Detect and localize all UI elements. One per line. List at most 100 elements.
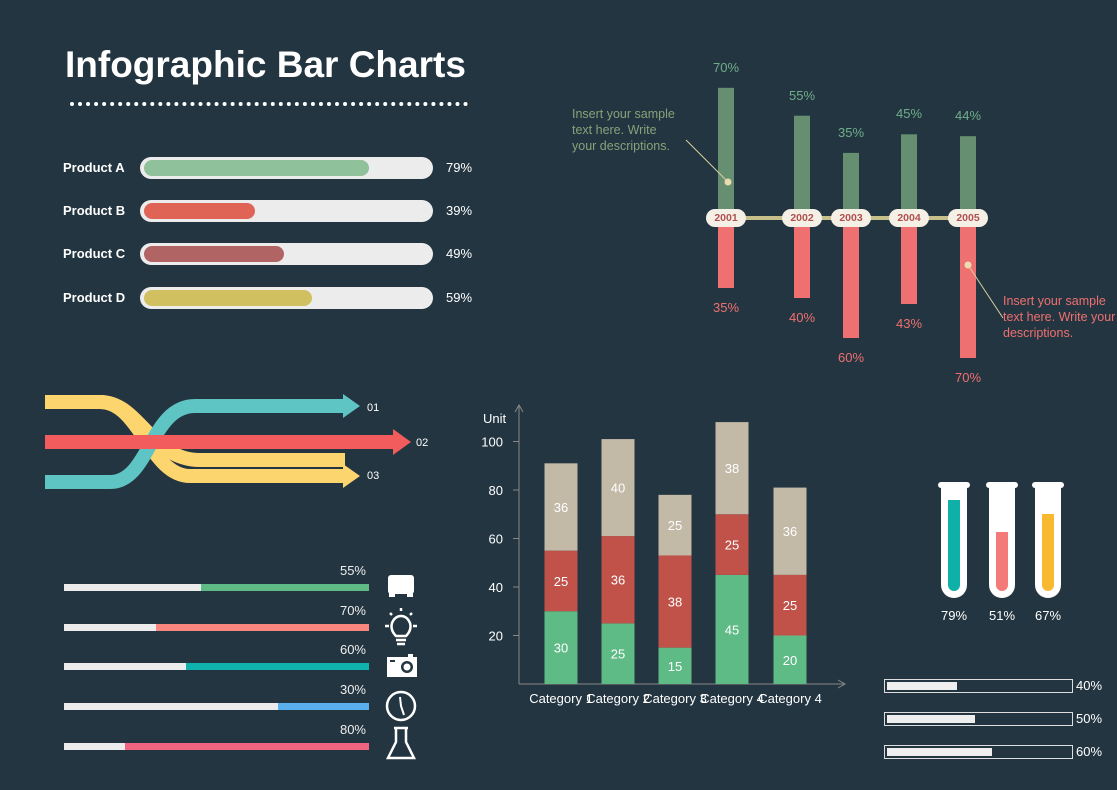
- test-tube-value: 67%: [1034, 608, 1062, 623]
- outlined-bar-value: 40%: [1076, 678, 1103, 693]
- test-tube: [989, 486, 1015, 598]
- product-label: Product A: [63, 160, 125, 175]
- annotation-text: Insert your sample text here. Write your…: [1003, 294, 1116, 340]
- segment-value-label: 25: [668, 518, 682, 533]
- stacked-segment: [658, 555, 692, 648]
- y-tick-label: 40: [489, 580, 503, 595]
- timeline-bar-up: [901, 134, 917, 218]
- arrow-label-03: 03: [367, 470, 379, 482]
- stacked-segment: [601, 623, 635, 684]
- test-tube-fill: [948, 500, 960, 591]
- product-bar-fill: [144, 246, 284, 262]
- segment-value-label: 38: [725, 461, 739, 476]
- crossing-arrows-diagram: 01 02 03: [45, 394, 428, 489]
- timeline-bar-down: [960, 218, 976, 358]
- progress-bar-track: [64, 624, 369, 631]
- test-tube-fill: [1042, 513, 1054, 591]
- segment-value-label: 45: [725, 622, 739, 637]
- truck-icon: [388, 575, 414, 597]
- outlined-bar: [884, 712, 1073, 726]
- outlined-bar: [884, 745, 1073, 759]
- timeline-bar-up: [794, 115, 810, 218]
- title-divider: [70, 102, 468, 106]
- annotation-dot: [964, 261, 972, 269]
- stacked-segment: [544, 463, 578, 551]
- stacked-segment: [715, 574, 749, 684]
- product-label: Product D: [63, 290, 126, 305]
- timeline-up-value: 45%: [895, 106, 923, 122]
- annotation-text: Insert your sample text here. Write your…: [572, 107, 675, 153]
- x-tick-label: Category 4: [758, 691, 822, 706]
- arrow-yellow-head: [343, 464, 360, 488]
- timeline-up-value: 70%: [712, 59, 740, 75]
- outlined-bar-fill: [887, 715, 975, 723]
- timeline-down-value: 70%: [954, 370, 982, 385]
- clock-icon: [385, 690, 417, 722]
- year-pill: 2004: [889, 209, 929, 227]
- progress-bar-fill: [186, 663, 369, 670]
- x-axis-arrow: [837, 679, 847, 689]
- product-bar-track: [140, 287, 433, 309]
- arrow-label-02: 02: [416, 437, 428, 449]
- segment-value-label: 25: [554, 574, 568, 589]
- timeline-bar-down: [843, 218, 859, 338]
- product-bar-track: [140, 200, 433, 222]
- test-tube-value: 79%: [940, 608, 968, 623]
- year-pill: 2005: [948, 209, 988, 227]
- progress-bar-fill: [277, 703, 369, 710]
- test-tube: [1035, 486, 1061, 598]
- outlined-bar-value: 60%: [1076, 744, 1103, 759]
- stacked-segment: [773, 574, 807, 636]
- progress-bar-value: 70%: [339, 603, 366, 618]
- progress-bar-track: [64, 663, 369, 670]
- x-tick-label: Category 4: [700, 691, 764, 706]
- progress-bar-track: [64, 743, 369, 750]
- year-pill: 2003: [831, 209, 871, 227]
- arrow-red-head: [393, 429, 411, 455]
- product-bar-fill: [144, 203, 256, 219]
- test-tube-value: 51%: [988, 608, 1016, 623]
- stacked-segment: [773, 635, 807, 684]
- timeline-down-value: 40%: [788, 310, 816, 325]
- segment-value-label: 36: [783, 524, 797, 539]
- y-axis-arrow: [514, 403, 524, 413]
- page-title: Infographic Bar Charts: [65, 44, 466, 85]
- outlined-bar-value: 50%: [1076, 711, 1103, 726]
- x-tick-label: Category 2: [586, 691, 650, 706]
- annotation-leader: [685, 139, 729, 183]
- product-label: Product C: [63, 246, 126, 261]
- test-tube-rim: [1032, 482, 1064, 488]
- test-tube-rim: [938, 482, 970, 488]
- product-bar-value: 49%: [446, 246, 473, 261]
- icon-column: [385, 575, 417, 760]
- arrow-teal-head: [343, 394, 360, 418]
- segment-value-label: 38: [668, 595, 682, 610]
- test-tube-fill: [996, 532, 1008, 591]
- product-bar-value: 39%: [446, 203, 473, 218]
- y-axis-label: Unit: [483, 411, 507, 426]
- camera-icon: [387, 654, 417, 677]
- timeline-down-value: 35%: [712, 300, 740, 315]
- annotation-leader: [967, 264, 1004, 319]
- timeline-bar-down: [794, 218, 810, 298]
- timeline-bar-up: [718, 87, 734, 218]
- test-tube-rim: [986, 482, 1018, 488]
- timeline-down-value: 60%: [837, 350, 865, 365]
- product-label: Product B: [63, 203, 126, 218]
- y-tick-label: 80: [489, 483, 503, 498]
- stacked-segment: [658, 647, 692, 684]
- product-bar-track: [140, 243, 433, 265]
- stacked-segment: [601, 536, 635, 624]
- stacked-segment: [601, 439, 635, 537]
- progress-bar-fill: [125, 743, 369, 750]
- segment-value-label: 20: [783, 653, 797, 668]
- stacked-segment: [658, 494, 692, 556]
- timeline-bar-down: [718, 218, 734, 288]
- progress-bar-fill: [155, 624, 369, 631]
- outlined-bar-fill: [887, 748, 993, 756]
- test-tube: [941, 486, 967, 598]
- product-bar-value: 79%: [446, 160, 473, 175]
- timeline-bar-up: [960, 136, 976, 218]
- product-bar-fill: [144, 290, 313, 306]
